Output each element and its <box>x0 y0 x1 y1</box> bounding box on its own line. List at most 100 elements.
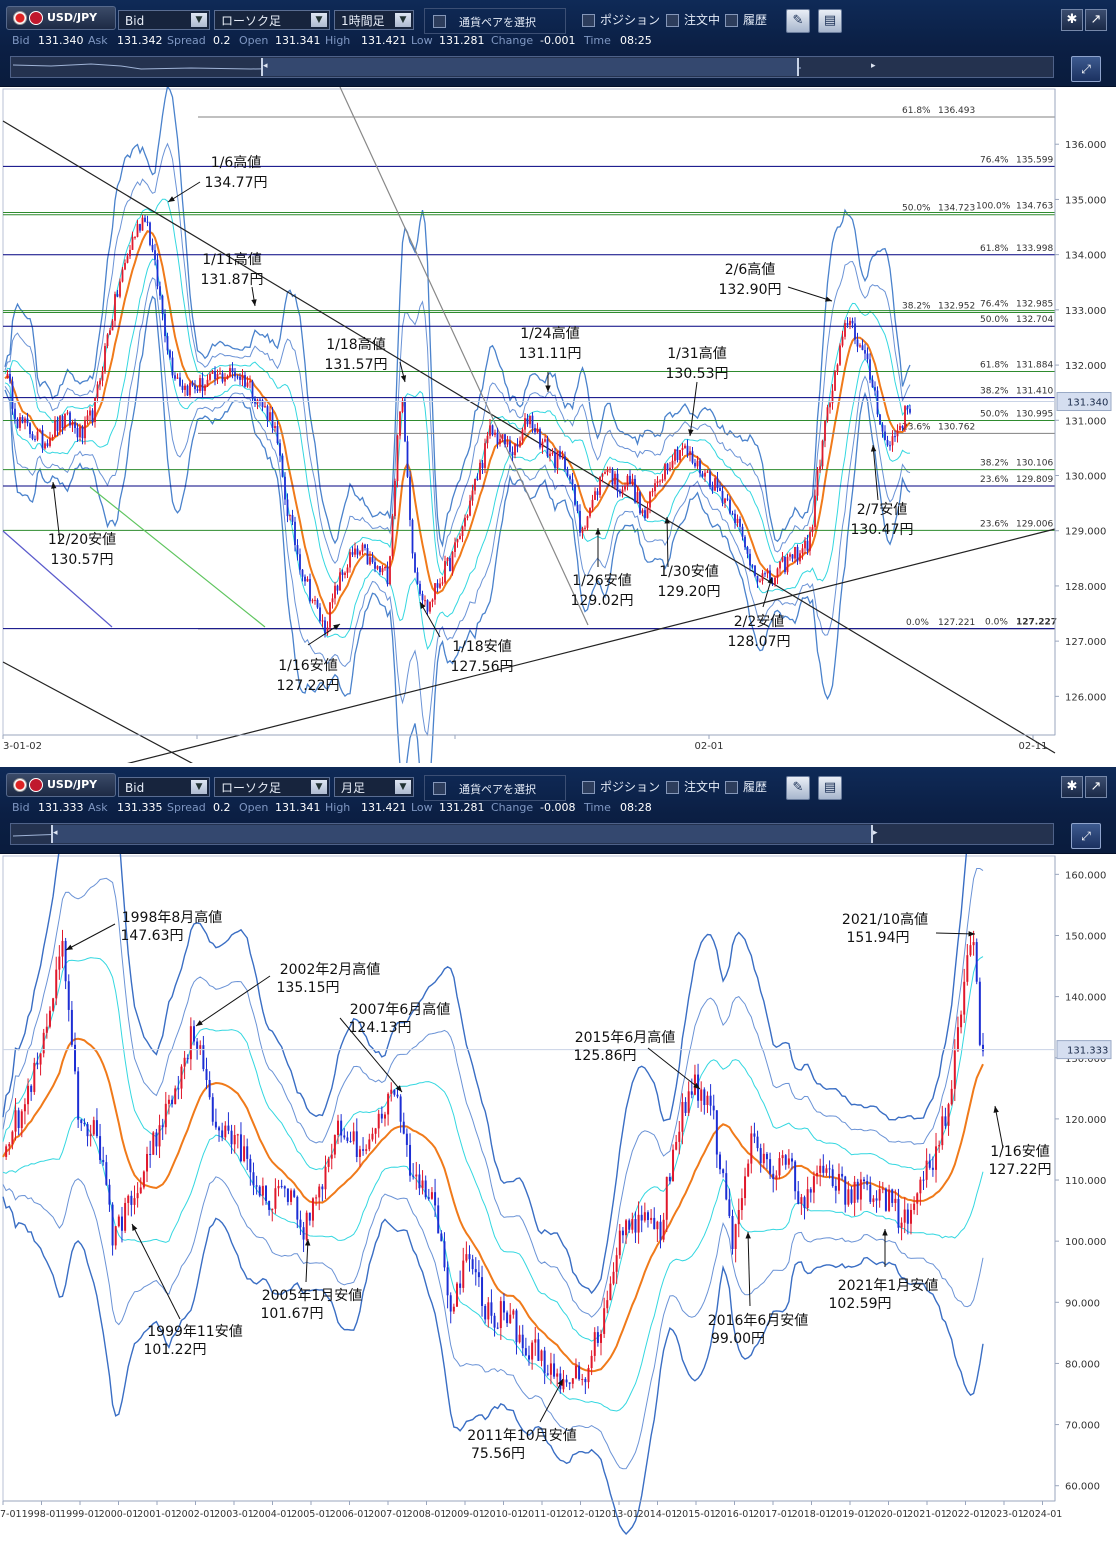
popout-icon[interactable]: ↗ <box>1085 9 1107 31</box>
candle-body <box>656 1221 659 1230</box>
candle-body <box>374 562 376 569</box>
expand-icon[interactable]: ⤢ <box>1071 823 1101 849</box>
candle-body <box>430 1192 433 1199</box>
candle-body <box>296 545 299 555</box>
candle-body <box>571 479 574 485</box>
navigator-left-grip-icon[interactable]: ◂ <box>263 61 268 71</box>
x-tick-label: 2016-01 <box>715 1509 755 1520</box>
chart-type-dropdown[interactable]: ローソク足 ▼ <box>214 10 330 30</box>
candle-body <box>784 556 786 573</box>
navigator-left-grip-icon[interactable]: ◂ <box>53 828 58 838</box>
annotation-arrow-line <box>52 481 61 543</box>
candle-body <box>99 1136 102 1160</box>
draw-tool-icon[interactable]: ✎ <box>786 776 810 800</box>
pair-select-button[interactable]: 通貨ペアを選択 <box>424 8 566 34</box>
candle-body <box>611 468 614 485</box>
candle-body <box>233 1134 236 1145</box>
annotation-date-label: 2/2安値 <box>734 614 785 630</box>
pair-select-button[interactable]: 通貨ペアを選択 <box>424 775 566 801</box>
candle-body <box>774 577 776 585</box>
candle-body <box>764 573 766 575</box>
candle-body <box>543 1350 546 1374</box>
symbol-selector[interactable]: USD/JPY <box>6 6 116 30</box>
navigator-right-arrow-icon[interactable]: ▸ <box>871 61 876 71</box>
candle-body <box>549 1363 552 1375</box>
candle-body <box>809 1189 812 1193</box>
candle-body <box>327 1158 330 1167</box>
chart-type-dropdown[interactable]: ローソク足 ▼ <box>214 777 330 797</box>
candle-body <box>52 998 55 1011</box>
candle-body <box>301 569 304 577</box>
position-checkbox[interactable] <box>582 14 595 27</box>
candle-body <box>784 1155 787 1165</box>
candle-body <box>161 1125 164 1128</box>
candle-body <box>391 516 394 557</box>
navigator-range-handle[interactable] <box>261 58 799 76</box>
candle-body <box>596 491 599 495</box>
candle-body <box>456 539 459 543</box>
time-navigator[interactable]: ◂ ▸ <box>10 823 1054 845</box>
hourly-price-chart: 61.8% 136.493 76.4% 135.599 50.0% 134.723 100.… <box>0 87 1116 763</box>
y-tick-label: 140.000 <box>1065 993 1106 1004</box>
candle-body <box>819 1165 822 1173</box>
candle-body <box>399 1096 402 1122</box>
price-type-dropdown[interactable]: Bid ▼ <box>118 10 210 30</box>
chevron-down-icon: ▼ <box>395 13 411 27</box>
candle-body <box>851 320 854 324</box>
timeframe-dropdown[interactable]: 月足 ▼ <box>334 777 414 797</box>
candle-body <box>659 1221 662 1240</box>
orders-checkbox[interactable] <box>666 14 679 27</box>
candle-body <box>669 467 671 471</box>
candle-body <box>156 259 159 287</box>
candle-body <box>518 1334 521 1343</box>
candle-body <box>576 504 579 511</box>
candle-body <box>536 428 539 433</box>
draw-tool-icon[interactable]: ✎ <box>786 9 810 33</box>
gear-icon[interactable]: ✱ <box>1061 9 1083 31</box>
annotation-arrowhead <box>557 1379 563 1386</box>
window-icon[interactable]: ▤ <box>818 9 842 33</box>
annotation-arrow-line <box>305 1238 309 1283</box>
candle-body <box>356 548 359 555</box>
annotation-date-label: 2016年6月安値 <box>708 1313 809 1329</box>
candle-body <box>789 554 791 557</box>
orders-checkbox[interactable] <box>666 781 679 794</box>
candle-body <box>49 438 51 446</box>
candle-body <box>280 1186 283 1188</box>
candle-body <box>151 244 154 251</box>
candle-body <box>441 582 444 584</box>
chevron-down-icon: ▼ <box>311 13 327 27</box>
candle-body <box>521 1334 524 1349</box>
price-type-dropdown[interactable]: Bid ▼ <box>118 777 210 797</box>
navigator-range-handle[interactable] <box>51 825 873 843</box>
candle-body <box>183 1057 186 1067</box>
candle-body <box>444 561 446 583</box>
candle-body <box>439 583 441 588</box>
navigator-right-arrow-icon[interactable]: ▸ <box>873 828 878 838</box>
time-navigator[interactable]: ◂ ▸ <box>10 56 1054 78</box>
candle-body <box>164 313 166 337</box>
expand-icon[interactable]: ⤢ <box>1071 56 1101 82</box>
position-checkbox[interactable] <box>582 781 595 794</box>
y-tick-label: 134.000 <box>1065 251 1106 262</box>
candle-body <box>759 580 761 582</box>
candle-body <box>406 441 409 477</box>
candle-body <box>809 532 811 551</box>
gear-icon[interactable]: ✱ <box>1061 776 1083 798</box>
candle-body <box>192 1026 195 1042</box>
candle-body <box>464 517 466 527</box>
candle-body <box>304 576 306 582</box>
pair-select-checkbox[interactable] <box>433 15 446 28</box>
symbol-selector[interactable]: USD/JPY <box>6 773 116 797</box>
candle-body <box>39 1053 42 1065</box>
timeframe-dropdown[interactable]: 1時間足 ▼ <box>334 10 414 30</box>
history-checkbox[interactable] <box>725 14 738 27</box>
y-tick-label: 133.000 <box>1065 306 1106 317</box>
popout-icon[interactable]: ↗ <box>1085 776 1107 798</box>
pair-select-checkbox[interactable] <box>433 782 446 795</box>
window-icon[interactable]: ▤ <box>818 776 842 800</box>
candle-body <box>681 1101 684 1132</box>
candle-body <box>659 480 661 482</box>
candle-body <box>315 1197 318 1199</box>
history-checkbox[interactable] <box>725 781 738 794</box>
